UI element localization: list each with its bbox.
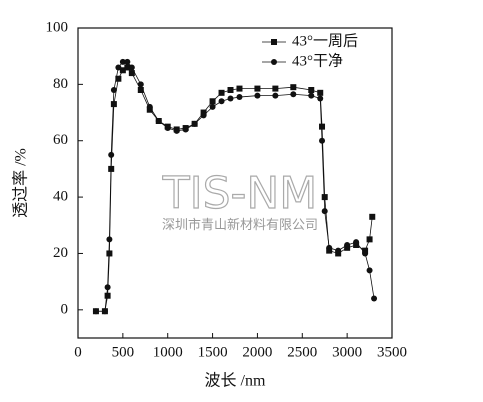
- data-point: [335, 247, 342, 254]
- data-point: [108, 151, 115, 158]
- x-tick-label: 1500: [198, 344, 228, 360]
- data-point: [290, 91, 297, 98]
- y-tick-label: 100: [46, 19, 69, 35]
- data-point: [155, 118, 162, 124]
- y-tick-label: 80: [53, 76, 68, 92]
- x-tick-label: 1000: [153, 344, 183, 360]
- data-point: [236, 94, 243, 101]
- x-axis-label: 波长 /nm: [205, 372, 266, 390]
- data-point: [128, 70, 135, 77]
- data-point: [115, 75, 122, 82]
- legend-label: 43°一周后: [292, 32, 358, 49]
- data-point: [344, 242, 351, 248]
- data-point: [371, 295, 378, 302]
- x-tick-label: 500: [112, 344, 135, 360]
- data-point: [200, 112, 207, 119]
- data-point: [272, 92, 279, 99]
- plot-frame: [77, 27, 393, 339]
- data-point: [119, 58, 126, 65]
- x-tick-label: 2000: [242, 344, 272, 360]
- data-point: [353, 239, 360, 246]
- data-point: [218, 89, 225, 96]
- data-point: [290, 84, 297, 91]
- data-point: [317, 95, 324, 102]
- y-axis-label: 透过率 /%: [12, 148, 30, 218]
- legend-label: 43°干净: [292, 52, 343, 69]
- data-point: [106, 236, 113, 243]
- data-point: [272, 85, 279, 92]
- data-point: [124, 64, 131, 71]
- data-point: [254, 92, 261, 99]
- data-point: [209, 103, 216, 110]
- watermark: TIS-NM: [162, 168, 318, 219]
- data-point: [164, 125, 171, 132]
- data-point: [106, 250, 113, 257]
- data-point: [236, 85, 243, 92]
- legend-marker: [271, 59, 277, 65]
- x-tick-label: 3000: [332, 344, 362, 360]
- y-tick-label: 60: [53, 132, 68, 148]
- data-point: [369, 213, 376, 220]
- x-tick-label: 2500: [287, 344, 317, 360]
- x-tick-label: 0: [74, 344, 82, 360]
- data-point: [137, 87, 144, 93]
- data-point: [227, 95, 234, 102]
- data-point: [173, 127, 180, 134]
- x-tick-label: 3500: [377, 344, 407, 360]
- data-point: [308, 87, 315, 93]
- data-point: [110, 101, 117, 108]
- y-tick-label: 40: [53, 189, 68, 205]
- data-point: [366, 267, 373, 274]
- data-point: [115, 64, 122, 71]
- data-point: [227, 87, 234, 93]
- legend-marker: [271, 39, 277, 45]
- data-point: [319, 123, 326, 130]
- data-point: [317, 89, 324, 96]
- data-point: [209, 98, 216, 105]
- watermark-subtext: 深圳市青山新材料有限公司: [162, 217, 318, 232]
- data-point: [101, 308, 108, 315]
- data-point: [182, 126, 189, 133]
- data-point: [92, 308, 99, 315]
- data-point: [119, 67, 126, 74]
- data-point: [104, 292, 111, 299]
- data-point: [218, 98, 225, 105]
- y-tick-label: 0: [61, 301, 69, 317]
- data-point: [321, 194, 328, 201]
- data-point: [321, 208, 328, 215]
- y-tick-label: 20: [53, 245, 68, 261]
- data-point: [191, 120, 198, 127]
- data-point: [128, 64, 135, 71]
- data-point: [110, 87, 117, 93]
- data-point: [362, 250, 369, 257]
- data-point: [326, 244, 333, 251]
- data-point: [319, 137, 326, 144]
- data-point: [137, 81, 144, 88]
- data-point: [146, 103, 153, 110]
- data-point: [366, 236, 373, 243]
- data-point: [308, 92, 315, 99]
- data-point: [124, 58, 131, 65]
- data-point: [254, 85, 261, 92]
- data-point: [104, 284, 111, 291]
